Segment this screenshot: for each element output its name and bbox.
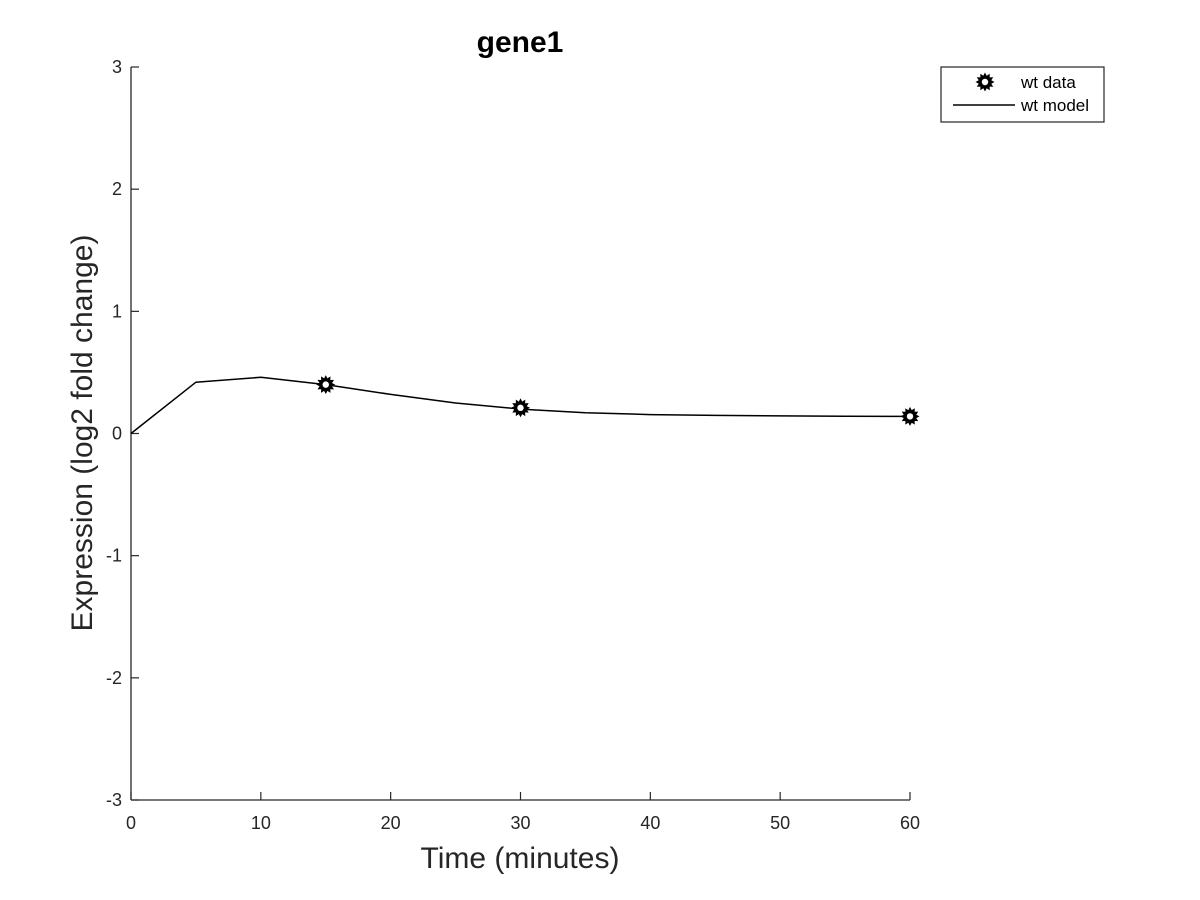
x-ticks: 0 10 20 30 40 50 60 [126,792,920,833]
data-point-marker [900,406,920,426]
x-tick-label: 20 [381,813,401,833]
y-tick-label: 2 [112,179,122,199]
y-tick-label: -1 [106,546,122,566]
plot-area [130,375,920,435]
data-point-marker-center [906,413,914,420]
data-point-marker [316,375,336,395]
y-tick-label: 0 [112,424,122,444]
x-tick-label: 60 [900,813,920,833]
data-point-marker-center [517,404,524,412]
series-markers-wt-data [316,375,920,426]
x-tick-label: 50 [770,813,790,833]
y-tick-label: 3 [112,57,122,77]
legend-label-wt-model: wt model [1020,96,1089,115]
x-axis-label: Time (minutes) [421,842,620,875]
x-tick-label: 40 [640,813,660,833]
y-ticks: -3 -2 -1 0 1 2 3 [106,57,139,810]
x-tick-label: 10 [251,813,271,833]
legend-marker-icon [975,72,995,92]
legend: wt data wt model [940,66,1105,123]
y-tick-label: 1 [112,301,122,321]
legend-marker-icon-center [981,78,989,86]
x-tick-label: 30 [510,813,530,833]
legend-label-wt-data: wt data [1020,73,1076,92]
legend-box [940,66,1105,123]
chart-title: gene1 [477,26,564,59]
x-tick-label: 0 [126,813,136,833]
y-tick-label: -2 [106,668,122,688]
y-axis-label: Expression (log2 fold change) [66,235,99,632]
y-tick-label: -3 [106,790,122,810]
data-point-marker-center [322,381,329,388]
data-point-marker [511,398,530,418]
legend-marker-wt-data [975,72,995,92]
